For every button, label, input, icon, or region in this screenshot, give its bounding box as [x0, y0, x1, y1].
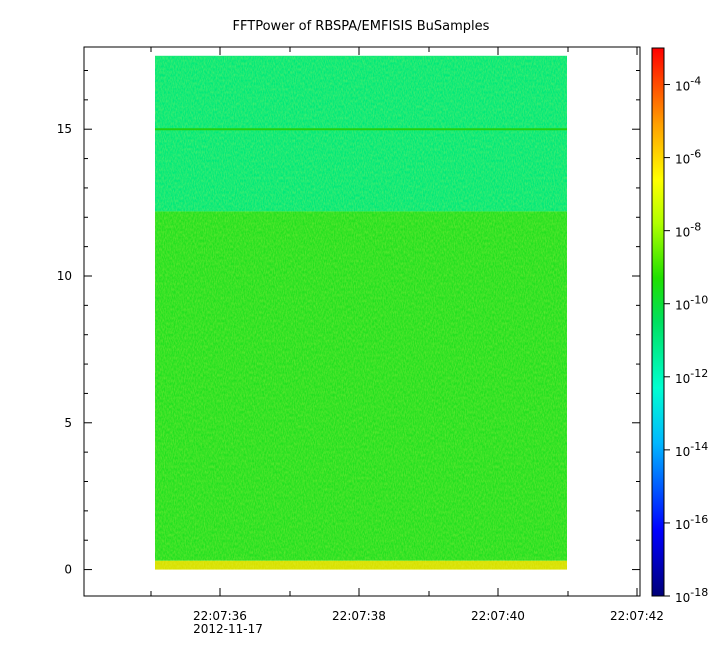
colorbar-tick-label: 10-16: [675, 513, 708, 532]
spectrogram-band-texture: [155, 211, 567, 561]
colorbar-tick-label: 10-4: [675, 75, 701, 94]
colorbar-tick-base: 10: [675, 80, 690, 94]
colorbar-tick-exponent: -18: [690, 586, 708, 599]
colorbar-tick-base: 10: [675, 299, 690, 313]
x-tick-label: 22:07:40: [471, 609, 525, 623]
x-tick-label: 22:07:36: [193, 609, 247, 623]
spectrogram-band-texture: [155, 55, 567, 212]
colorbar-tick-label: 10-6: [675, 148, 701, 167]
y-tick-label: 5: [64, 416, 72, 430]
spectrogram-data: [155, 55, 567, 570]
x-axis: 22:07:36 22:07:38 22:07:40 22:07:42: [150, 47, 664, 623]
x-tick-label: 22:07:42: [610, 609, 664, 623]
colorbar-tick-label: 10-10: [675, 294, 708, 313]
colorbar-tick-exponent: -8: [690, 221, 701, 234]
colorbar-tick-base: 10: [675, 518, 690, 532]
colorbar-tick-base: 10: [675, 591, 690, 605]
colorbar-tick-base: 10: [675, 372, 690, 386]
x-date-label: 2012-11-17: [193, 622, 263, 636]
colorbar-tick-exponent: -14: [690, 440, 708, 453]
colorbar-tick-exponent: -6: [690, 148, 701, 161]
colorbar: [651, 47, 665, 597]
colorbar-tick-base: 10: [675, 153, 690, 167]
colorbar-tick-label: 10-8: [675, 221, 701, 240]
colorbar-tick-label: 10-18: [675, 586, 708, 605]
colorbar-tick-label: 10-12: [675, 367, 708, 386]
y-axis: 0 5 10 15: [57, 69, 640, 577]
y-tick-label: 15: [57, 122, 72, 136]
x-tick-label: 22:07:38: [332, 609, 386, 623]
colorbar-tick-exponent: -10: [690, 294, 708, 307]
colorbar-tick-base: 10: [675, 445, 690, 459]
colorbar-tick-exponent: -16: [690, 513, 708, 526]
colorbar-tick-base: 10: [675, 226, 690, 240]
y-tick-label: 10: [57, 269, 72, 283]
y-tick-label: 0: [64, 563, 72, 577]
colorbar-tick-exponent: -12: [690, 367, 708, 380]
colorbar-tick-label: 10-14: [675, 440, 708, 459]
chart-title: FFTPower of RBSPA/EMFISIS BuSamples: [233, 19, 490, 34]
colorbar-tick-exponent: -4: [690, 75, 701, 88]
spectrogram-band-texture: [155, 560, 567, 570]
